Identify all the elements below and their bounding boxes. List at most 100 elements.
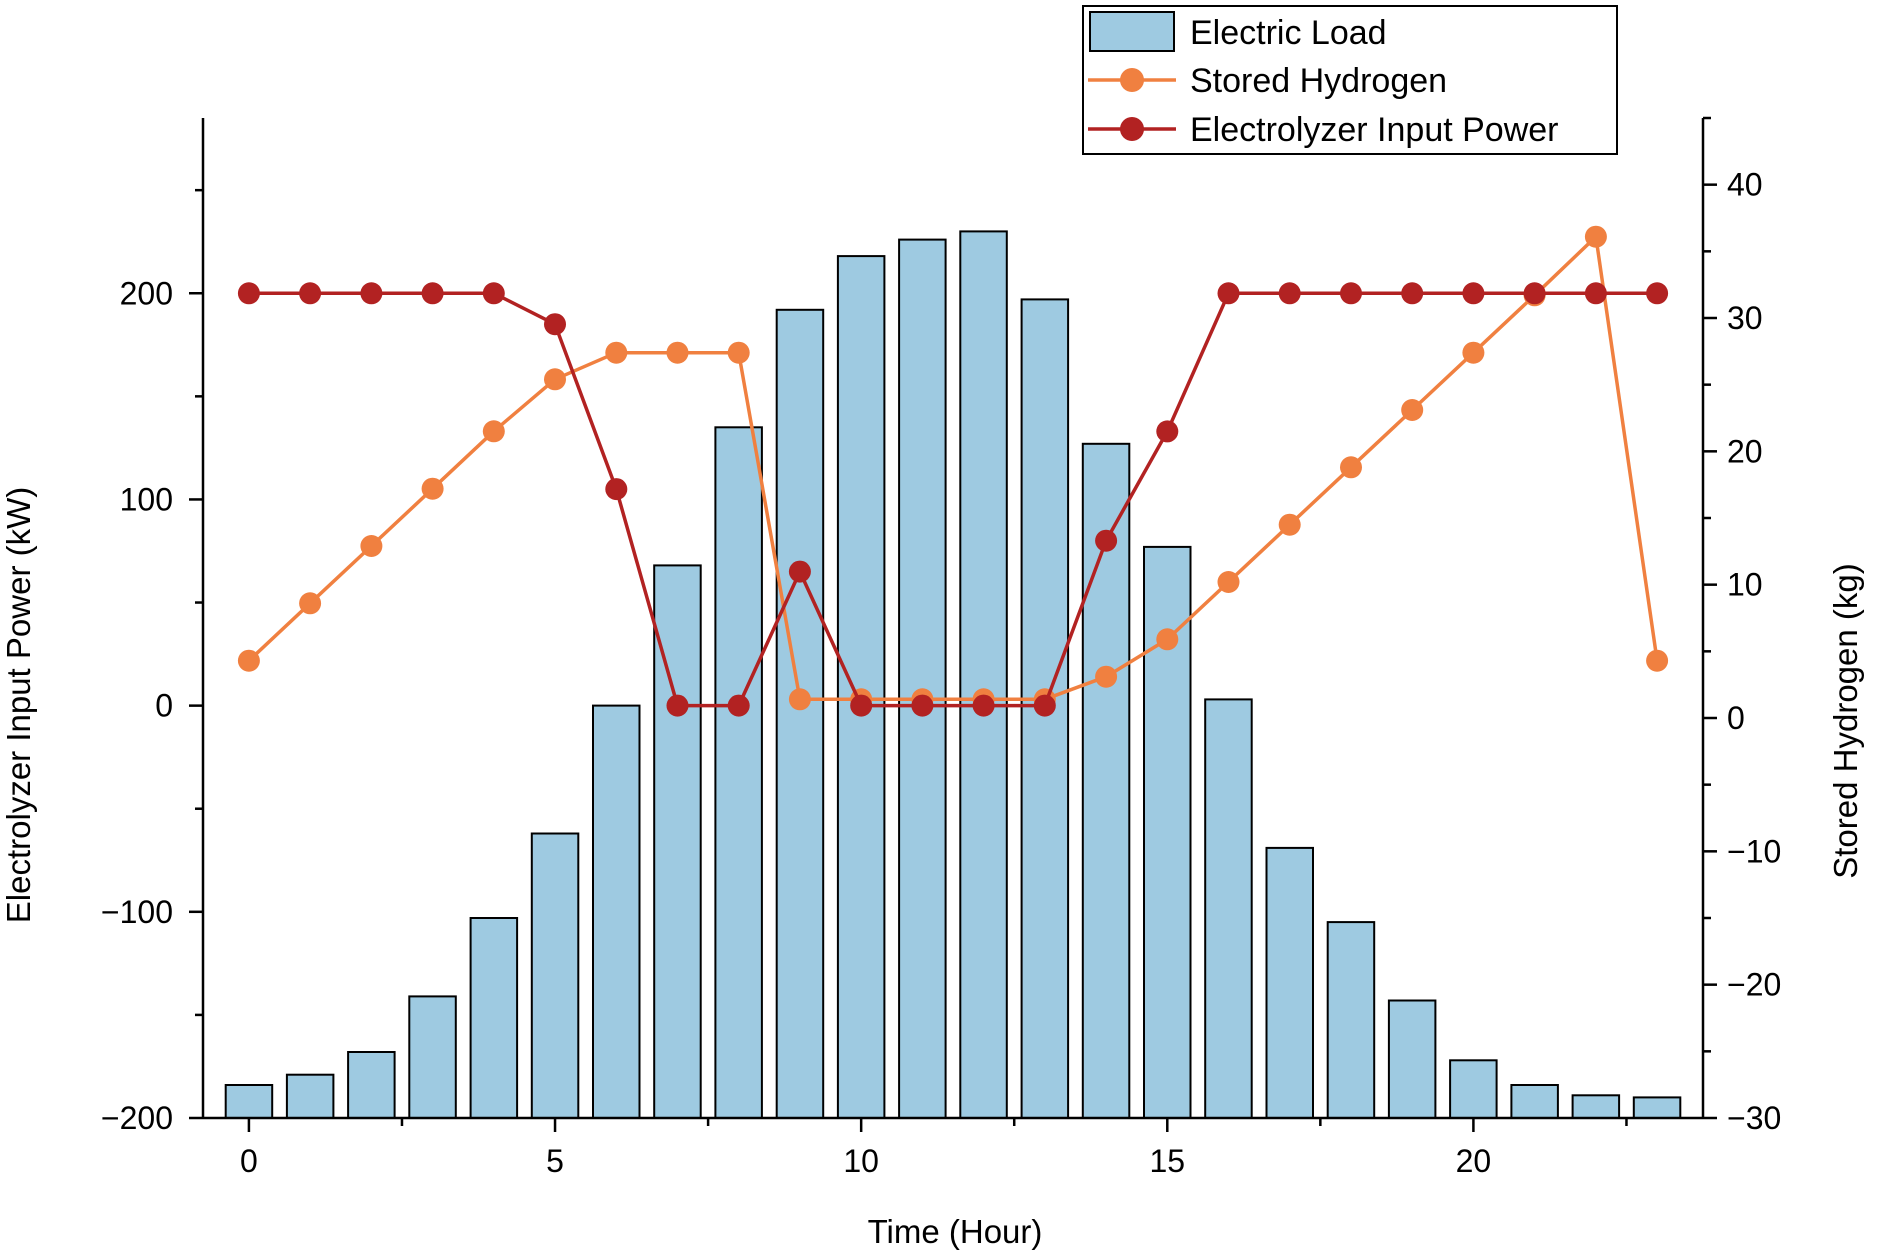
y-left-tick-label-0: 0 [155,688,173,724]
point-electrolyzer-input-power-6 [605,478,628,501]
point-stored-hydrogen-6 [605,341,628,364]
point-stored-hydrogen-2 [360,535,383,557]
ticks-layer: 0 5 10 15 20−200−1000100200−30−20−1001020304… [101,116,1781,1179]
bar-hour-8 [714,426,763,1119]
point-electrolyzer-input-power-10 [850,694,873,717]
bar-hour-2 [347,1051,396,1119]
bar-hour-4 [469,917,519,1119]
bar-hour-9 [775,308,825,1119]
point-stored-hydrogen-1 [299,592,322,615]
bar-hour-22 [1571,1094,1621,1120]
point-electrolyzer-input-power-15 [1156,420,1179,443]
bar-hour-23 [1632,1096,1682,1120]
series-line-stored-hydrogen [247,234,1659,702]
point-electrolyzer-input-power-0 [237,282,260,305]
y-right-tick-label-20: 20 [1727,433,1763,469]
point-stored-hydrogen-18 [1340,456,1362,479]
y-left-axis-title: Electrolyzer Input Power (kW) [0,487,37,923]
bar-hour-0 [224,1084,274,1119]
point-electrolyzer-input-power-2 [360,282,383,305]
legend-label-stored-hydrogen: Stored Hydrogen [1190,62,1447,100]
x-axis-title: Time (Hour) [868,1213,1043,1250]
bar-hour-20 [1449,1059,1498,1120]
bar-hour-12 [959,230,1008,1119]
x-tick-label-5: 5 [546,1143,564,1179]
point-electrolyzer-input-power-14 [1095,529,1118,552]
point-electrolyzer-input-power-13 [1033,694,1056,717]
bar-hour-10 [836,255,886,1120]
point-stored-hydrogen-14 [1095,665,1118,688]
y-right-tick-label-40: 40 [1727,167,1763,203]
y-right-tick-label--10: −10 [1727,833,1781,869]
legend-marker-electrolyzer-input-power [1120,117,1144,141]
axes-layer [201,118,1705,1120]
point-stored-hydrogen-19 [1401,399,1424,421]
y-right-tick-label-0: 0 [1727,700,1745,736]
y-left-tick-label--200: −200 [101,1100,173,1136]
point-electrolyzer-input-power-8 [727,694,750,717]
bar-hour-13 [1020,298,1070,1119]
y-left-tick-label--100: −100 [101,894,173,930]
bar-hour-7 [653,564,702,1119]
point-stored-hydrogen-8 [727,341,750,364]
point-electrolyzer-input-power-7 [666,694,689,717]
bars-layer [224,230,1682,1120]
point-electrolyzer-input-power-5 [544,313,566,336]
y-right-tick-label--20: −20 [1727,967,1781,1003]
point-stored-hydrogen-16 [1217,571,1240,593]
point-stored-hydrogen-7 [666,341,689,364]
legend-label-electric-load: Electric Load [1190,14,1387,52]
y-left-tick-label-200: 200 [120,275,173,311]
point-electrolyzer-input-power-4 [482,282,505,305]
point-stored-hydrogen-15 [1156,628,1179,651]
point-stored-hydrogen-0 [237,649,260,672]
lines-layer [237,225,1669,717]
bar-hour-6 [592,704,641,1119]
point-electrolyzer-input-power-22 [1584,282,1607,305]
point-electrolyzer-input-power-9 [788,560,811,583]
bar-hour-5 [530,832,580,1119]
point-stored-hydrogen-5 [544,368,566,391]
x-tick-label-10: 10 [843,1143,879,1179]
y-right-tick-label-10: 10 [1727,567,1763,603]
point-electrolyzer-input-power-23 [1646,282,1669,305]
bar-hour-21 [1510,1084,1559,1119]
bar-hour-17 [1265,846,1314,1120]
x-tick-label-20: 20 [1456,1143,1492,1179]
bar-hour-19 [1387,999,1437,1119]
point-electrolyzer-input-power-17 [1278,282,1301,305]
point-electrolyzer-input-power-1 [299,282,322,305]
point-electrolyzer-input-power-18 [1340,282,1362,305]
bar-hour-16 [1204,698,1253,1120]
x-tick-label-0: 0 [240,1143,258,1179]
legend: Electric Load Stored Hydrogen Electrolyz… [1082,5,1618,155]
point-electrolyzer-input-power-19 [1401,282,1424,305]
y-right-axis-title: Stored Hydrogen (kg) [1827,563,1864,878]
point-stored-hydrogen-23 [1646,649,1669,672]
y-left-tick-label-100: 100 [120,481,173,517]
point-electrolyzer-input-power-12 [972,694,995,717]
y-right-tick-label-30: 30 [1727,300,1763,336]
point-electrolyzer-input-power-21 [1523,282,1546,305]
bar-hour-11 [898,238,947,1120]
point-electrolyzer-input-power-20 [1462,282,1485,305]
y-right-tick-label--30: −30 [1727,1100,1781,1136]
legend-marker-stored-hydrogen [1120,68,1144,92]
point-electrolyzer-input-power-11 [911,694,934,717]
point-stored-hydrogen-20 [1462,341,1485,364]
bar-hour-1 [285,1073,335,1119]
point-stored-hydrogen-3 [421,477,444,500]
point-electrolyzer-input-power-3 [421,282,444,305]
point-stored-hydrogen-9 [788,688,811,711]
point-stored-hydrogen-4 [482,420,505,443]
series-line-electrolyzer-input-power [248,291,1658,708]
point-stored-hydrogen-17 [1278,513,1301,536]
point-stored-hydrogen-22 [1584,225,1607,248]
point-electrolyzer-input-power-16 [1217,282,1240,305]
x-tick-label-15: 15 [1149,1143,1185,1179]
bar-hour-3 [408,995,457,1120]
bar-hour-18 [1326,921,1376,1119]
legend-swatch-electric-load [1089,11,1175,52]
legend-label-electrolyzer-input-power: Electrolyzer Input Power [1190,111,1559,149]
